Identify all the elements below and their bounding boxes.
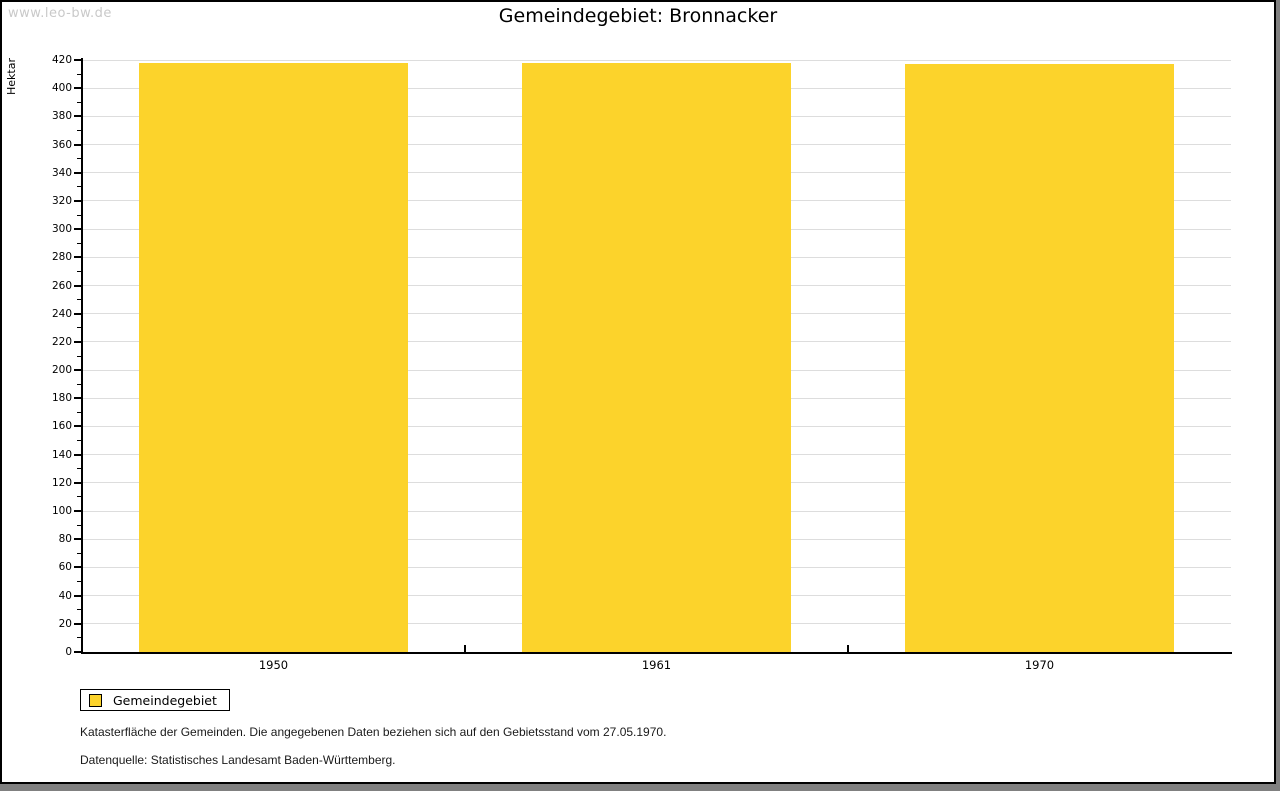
y-major-tick bbox=[74, 369, 81, 372]
y-tick-label: 420 bbox=[51, 54, 72, 66]
y-major-tick bbox=[74, 143, 81, 146]
y-minor-tick bbox=[77, 158, 81, 160]
y-tick-label: 400 bbox=[51, 82, 72, 95]
y-minor-tick bbox=[77, 637, 81, 639]
y-major-tick bbox=[74, 481, 81, 484]
y-minor-tick bbox=[77, 299, 81, 301]
footnote-description: Katasterfläche der Gemeinden. Die angege… bbox=[80, 725, 667, 739]
y-tick-label: 260 bbox=[51, 279, 72, 292]
legend-label: Gemeindegebiet bbox=[113, 692, 217, 708]
y-minor-tick bbox=[77, 609, 81, 611]
y-major-tick bbox=[74, 171, 81, 174]
y-major-tick bbox=[74, 340, 81, 343]
chart-title: Gemeindegebiet: Bronnacker bbox=[498, 5, 778, 27]
y-tick-label: 200 bbox=[51, 364, 72, 377]
y-minor-tick bbox=[77, 129, 81, 131]
y-tick-label: 340 bbox=[51, 166, 72, 179]
y-major-tick bbox=[74, 510, 81, 513]
watermark: www.leo-bw.de bbox=[8, 6, 112, 21]
x-tick-label-1970: 1970 bbox=[1024, 658, 1055, 672]
y-minor-tick bbox=[77, 440, 81, 442]
y-major-tick bbox=[74, 256, 81, 259]
y-tick-label: 40 bbox=[58, 589, 72, 602]
y-tick-label: 320 bbox=[51, 194, 72, 207]
y-tick-label: 20 bbox=[58, 617, 72, 630]
y-major-tick bbox=[74, 425, 81, 428]
y-tick-label: 160 bbox=[51, 420, 72, 433]
y-major-tick bbox=[74, 622, 81, 625]
y-tick-label: 240 bbox=[51, 307, 72, 320]
bar-1970 bbox=[905, 64, 1174, 652]
y-major-tick bbox=[74, 199, 81, 202]
y-tick-label: 380 bbox=[51, 110, 72, 123]
y-major-tick bbox=[74, 115, 81, 118]
y-minor-tick bbox=[77, 552, 81, 554]
y-minor-tick bbox=[77, 73, 81, 75]
footnote-source: Datenquelle: Statistisches Landesamt Bad… bbox=[80, 753, 396, 767]
y-axis-line bbox=[81, 58, 83, 654]
bar-1950 bbox=[139, 62, 408, 652]
y-minor-tick bbox=[77, 581, 81, 583]
x-boundary-tick bbox=[464, 645, 466, 652]
x-tick-label-1961: 1961 bbox=[641, 658, 672, 672]
y-major-tick bbox=[74, 453, 81, 456]
y-major-tick bbox=[74, 59, 81, 61]
y-minor-tick bbox=[77, 214, 81, 216]
legend-swatch bbox=[89, 693, 102, 707]
y-major-tick bbox=[74, 566, 81, 569]
x-boundary-tick bbox=[847, 645, 849, 652]
y-major-tick bbox=[74, 228, 81, 231]
y-tick-label: 100 bbox=[51, 505, 72, 518]
y-minor-tick bbox=[77, 270, 81, 272]
y-tick-label: 280 bbox=[51, 251, 72, 264]
bar-1961 bbox=[522, 62, 791, 652]
y-major-tick bbox=[74, 651, 81, 653]
y-major-tick bbox=[74, 87, 81, 90]
plot-area: 0 20 40 60 80 100 120 140 160 180 200 220 240 260 280 3… bbox=[2, 2, 1274, 782]
y-minor-tick bbox=[77, 101, 81, 103]
y-major-tick bbox=[74, 594, 81, 597]
y-minor-tick bbox=[77, 524, 81, 526]
y-tick-label: 360 bbox=[51, 138, 72, 151]
y-gridline bbox=[82, 59, 1231, 61]
y-minor-tick bbox=[77, 186, 81, 188]
y-major-tick bbox=[74, 284, 81, 287]
y-major-tick bbox=[74, 538, 81, 541]
x-axis-line bbox=[81, 652, 1232, 654]
legend: Gemeindegebiet bbox=[80, 689, 230, 711]
y-tick-label: 0 bbox=[65, 646, 72, 658]
y-minor-tick bbox=[77, 355, 81, 357]
x-tick-label-1950: 1950 bbox=[258, 658, 289, 672]
y-tick-label: 60 bbox=[58, 561, 72, 574]
y-minor-tick bbox=[77, 468, 81, 470]
y-minor-tick bbox=[77, 411, 81, 413]
y-minor-tick bbox=[77, 496, 81, 498]
y-tick-label: 140 bbox=[51, 448, 72, 461]
y-tick-label: 180 bbox=[51, 392, 72, 405]
y-minor-tick bbox=[77, 327, 81, 329]
y-tick-label: 220 bbox=[51, 335, 72, 348]
y-major-tick bbox=[74, 312, 81, 315]
y-tick-label: 120 bbox=[51, 476, 72, 489]
y-tick-label: 80 bbox=[58, 533, 72, 546]
y-major-tick bbox=[74, 397, 81, 400]
y-minor-tick bbox=[77, 242, 81, 244]
y-tick-label: 300 bbox=[51, 223, 72, 236]
y-minor-tick bbox=[77, 383, 81, 385]
